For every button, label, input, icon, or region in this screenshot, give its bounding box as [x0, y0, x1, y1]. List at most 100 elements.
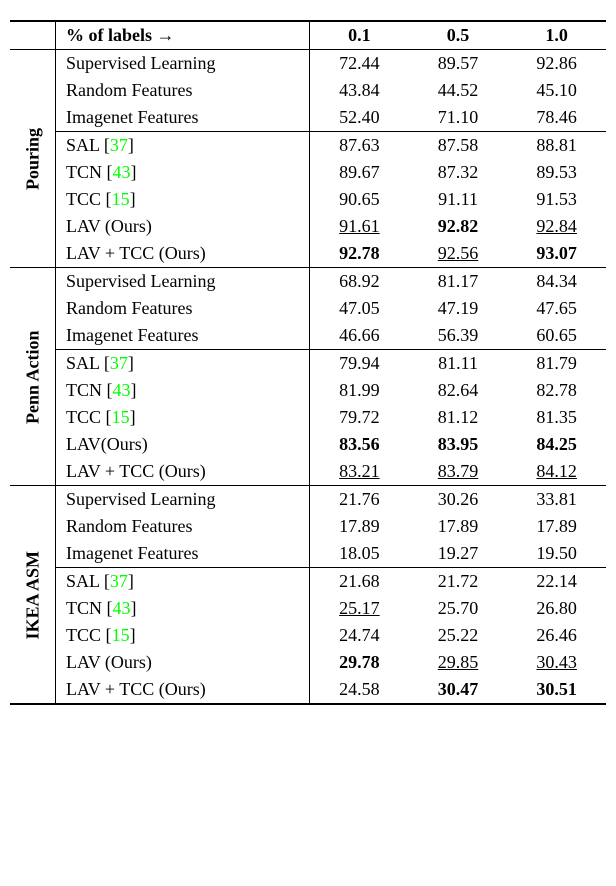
- value: 43.84: [339, 80, 380, 100]
- value-cell: 81.99: [310, 377, 409, 404]
- citation: 15: [112, 189, 130, 209]
- value: 71.10: [438, 107, 479, 127]
- value-cell: 83.95: [409, 431, 508, 458]
- method-name: LAV (Ours): [56, 213, 310, 240]
- value: 17.89: [438, 516, 479, 536]
- value: 84.12: [536, 461, 577, 481]
- results-table: % of labels →0.10.51.0PouringSupervised …: [10, 20, 606, 705]
- header-col: 0.5: [409, 21, 508, 50]
- method-name: TCN [43]: [56, 595, 310, 622]
- value-cell: 18.05: [310, 540, 409, 568]
- value: 83.56: [339, 434, 380, 454]
- value: 79.94: [339, 353, 380, 373]
- value-cell: 92.78: [310, 240, 409, 268]
- method-name: TCN [43]: [56, 159, 310, 186]
- value: 21.72: [438, 571, 479, 591]
- value: 84.25: [536, 434, 577, 454]
- value-cell: 82.78: [507, 377, 606, 404]
- value-cell: 83.79: [409, 458, 508, 486]
- value: 47.65: [536, 298, 577, 318]
- value-cell: 91.11: [409, 186, 508, 213]
- value: 46.66: [339, 325, 380, 345]
- value-cell: 30.51: [507, 676, 606, 704]
- value-cell: 83.21: [310, 458, 409, 486]
- method-name: Random Features: [56, 513, 310, 540]
- citation: 37: [110, 135, 128, 155]
- value-cell: 81.79: [507, 350, 606, 378]
- method-name: Imagenet Features: [56, 322, 310, 350]
- method-name: Imagenet Features: [56, 104, 310, 132]
- value: 81.17: [438, 271, 479, 291]
- value-cell: 68.92: [310, 268, 409, 296]
- value: 81.99: [339, 380, 380, 400]
- method-name: TCC [15]: [56, 622, 310, 649]
- value-cell: 92.82: [409, 213, 508, 240]
- value: 17.89: [536, 516, 577, 536]
- value: 25.70: [438, 598, 479, 618]
- value-cell: 25.70: [409, 595, 508, 622]
- method-name: Random Features: [56, 77, 310, 104]
- value-cell: 88.81: [507, 132, 606, 160]
- value: 72.44: [339, 53, 380, 73]
- value-cell: 81.35: [507, 404, 606, 431]
- value-cell: 71.10: [409, 104, 508, 132]
- value-cell: 81.12: [409, 404, 508, 431]
- value-cell: 44.52: [409, 77, 508, 104]
- value: 87.58: [438, 135, 479, 155]
- value-cell: 21.72: [409, 568, 508, 596]
- value: 83.21: [339, 461, 380, 481]
- citation: 43: [113, 598, 131, 618]
- value-cell: 19.27: [409, 540, 508, 568]
- value-cell: 92.84: [507, 213, 606, 240]
- value: 47.05: [339, 298, 380, 318]
- value-cell: 89.57: [409, 50, 508, 78]
- value: 92.82: [438, 216, 479, 236]
- method-name: Supervised Learning: [56, 50, 310, 78]
- value: 17.89: [339, 516, 380, 536]
- value: 92.86: [536, 53, 577, 73]
- citation: 37: [110, 353, 128, 373]
- value-cell: 24.74: [310, 622, 409, 649]
- value: 90.65: [339, 189, 380, 209]
- value-cell: 17.89: [310, 513, 409, 540]
- value-cell: 81.11: [409, 350, 508, 378]
- value: 81.79: [536, 353, 577, 373]
- method-name: TCN [43]: [56, 377, 310, 404]
- method-name: SAL [37]: [56, 568, 310, 596]
- value: 25.22: [438, 625, 479, 645]
- value: 52.40: [339, 107, 380, 127]
- value-cell: 30.43: [507, 649, 606, 676]
- value: 19.27: [438, 543, 479, 563]
- method-name: Imagenet Features: [56, 540, 310, 568]
- method-name: TCC [15]: [56, 404, 310, 431]
- method-name: LAV (Ours): [56, 649, 310, 676]
- value-cell: 25.22: [409, 622, 508, 649]
- value: 92.84: [536, 216, 577, 236]
- value-cell: 30.47: [409, 676, 508, 704]
- value: 81.35: [536, 407, 577, 427]
- value: 81.12: [438, 407, 479, 427]
- group-label: Pouring: [10, 50, 56, 268]
- header-spacer: [10, 21, 56, 50]
- value-cell: 79.72: [310, 404, 409, 431]
- value-cell: 24.58: [310, 676, 409, 704]
- value: 82.78: [536, 380, 577, 400]
- value-cell: 84.12: [507, 458, 606, 486]
- value-cell: 47.65: [507, 295, 606, 322]
- value: 29.78: [339, 652, 380, 672]
- value-cell: 72.44: [310, 50, 409, 78]
- value: 26.46: [536, 625, 577, 645]
- method-name: LAV + TCC (Ours): [56, 240, 310, 268]
- value-cell: 29.85: [409, 649, 508, 676]
- value: 24.58: [339, 679, 380, 699]
- header-label: % of labels →: [56, 21, 310, 50]
- value-cell: 26.46: [507, 622, 606, 649]
- value-cell: 26.80: [507, 595, 606, 622]
- value: 79.72: [339, 407, 380, 427]
- citation: 15: [112, 407, 130, 427]
- value: 89.67: [339, 162, 380, 182]
- method-name: SAL [37]: [56, 350, 310, 378]
- header-col: 0.1: [310, 21, 409, 50]
- value: 56.39: [438, 325, 479, 345]
- value-cell: 82.64: [409, 377, 508, 404]
